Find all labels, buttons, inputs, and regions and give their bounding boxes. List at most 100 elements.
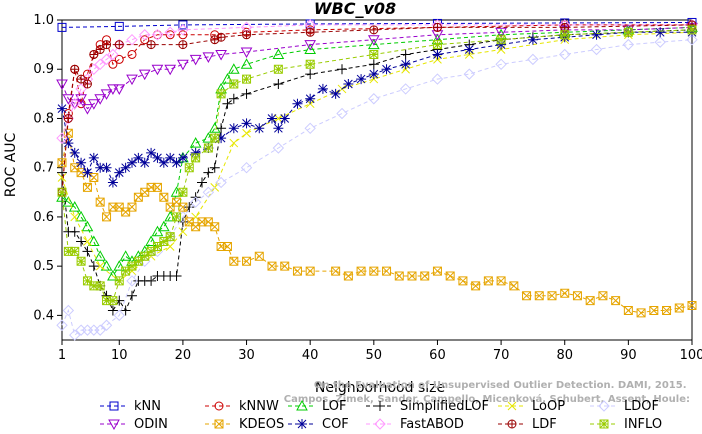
data-point-inflo [432, 40, 442, 50]
data-point-ldf [76, 74, 86, 84]
series-ldf [57, 20, 697, 197]
data-point-cof [158, 157, 169, 168]
series-line-knnw [61, 24, 692, 193]
x-tick-label: 50 [366, 348, 383, 363]
data-point-cof [171, 157, 182, 168]
data-point-ldof [202, 186, 215, 199]
data-point-ldof [463, 68, 475, 80]
data-point-inflo [57, 187, 67, 197]
data-point-kdeos [95, 197, 105, 207]
legend-label: ODIN [134, 417, 168, 432]
data-point-kdeos [471, 281, 481, 291]
legend-item-odin: ODIN [100, 417, 168, 432]
legend-label: LoOP [532, 399, 565, 414]
data-point-cof [216, 133, 227, 144]
data-point-kdeos [242, 256, 252, 266]
data-point-inflo [369, 49, 379, 59]
legend: kNN kNNW LOF SimplifiedLOF LoOP LDOF ODIN KDEOS… [100, 399, 662, 432]
data-point-simplifiedlof [400, 49, 411, 60]
data-point-simplifiedlof [76, 236, 87, 247]
data-point-kdeos [649, 305, 659, 315]
data-point-cof [228, 123, 239, 134]
data-point-kdeos [394, 271, 404, 281]
data-point-cof [400, 59, 411, 70]
legend-item-kdeos: KDEOS [205, 417, 284, 432]
data-point-lof [94, 250, 107, 261]
data-point-ldf [369, 25, 379, 35]
data-point-knnw [178, 30, 188, 40]
data-point-cof [432, 49, 443, 60]
data-point-kdeos [254, 251, 264, 261]
data-point-inflo [172, 212, 182, 222]
data-point-ldf [63, 113, 73, 123]
data-point-lof [113, 260, 126, 271]
series-layer [56, 17, 698, 341]
data-point-knn [57, 22, 67, 32]
data-point-inflo [496, 35, 506, 45]
data-point-simplifiedlof [209, 162, 220, 173]
data-point-simplifiedlof [146, 275, 157, 286]
data-point-ldof [100, 319, 113, 331]
x-tick-label: 80 [556, 348, 573, 363]
data-point-cof [95, 162, 106, 173]
data-point-fastabod [69, 97, 81, 110]
data-point-ldf [560, 22, 570, 32]
data-point-kdeos [305, 266, 315, 276]
data-point-fastabod [107, 48, 119, 61]
data-point-simplifiedlof [368, 59, 379, 70]
data-point-kdeos [152, 182, 162, 192]
legend-label: INFLO [624, 417, 662, 432]
data-point-kdeos [445, 271, 455, 281]
data-point-cof [343, 79, 354, 89]
data-point-cof [82, 167, 93, 178]
data-point-inflo [133, 256, 143, 266]
data-point-inflo [203, 143, 213, 153]
data-point-simplifiedlof [273, 79, 284, 89]
series-inflo [57, 25, 697, 306]
data-point-simplifiedlof [222, 98, 233, 109]
data-point-simplifiedlof [305, 69, 316, 80]
x-tick-label: 1 [58, 348, 66, 363]
data-point-cof [114, 167, 125, 178]
legend-marker-ldf [507, 419, 517, 429]
data-point-odin [68, 99, 81, 110]
y-tick-label: 0.9 [33, 62, 54, 77]
legend-marker-kdeos [214, 419, 224, 429]
data-point-kdeos [547, 291, 557, 301]
data-point-cof [107, 177, 118, 188]
data-point-ldof [622, 38, 635, 51]
data-point-kdeos [229, 256, 239, 266]
data-point-lof [100, 260, 113, 271]
data-point-kdeos [343, 271, 353, 281]
series-kdeos [57, 128, 697, 318]
legend-label: LDOF [624, 399, 659, 414]
data-point-odin [240, 47, 253, 59]
data-point-ldof [590, 43, 603, 56]
data-point-simplifiedlof [69, 226, 80, 237]
data-point-kdeos [598, 291, 608, 301]
data-point-inflo [191, 153, 201, 163]
data-point-kdeos [280, 261, 290, 271]
data-point-odin [94, 94, 107, 105]
data-point-ldf [102, 40, 112, 50]
series-simplifiedlof [57, 24, 697, 316]
legend-marker-lof [296, 399, 308, 411]
data-point-odin [87, 99, 100, 110]
data-point-simplifiedlof [171, 271, 182, 281]
data-point-loop [70, 212, 80, 222]
data-point-ldof [126, 275, 138, 287]
data-point-lof [62, 196, 75, 207]
data-point-ldf [82, 79, 92, 89]
data-point-ldf [242, 30, 252, 40]
data-point-kdeos [382, 266, 392, 276]
data-point-lof [240, 58, 253, 69]
data-point-ldof [164, 230, 176, 243]
legend-item-fastabod: FastABOD [366, 417, 464, 432]
data-point-inflo [623, 27, 633, 37]
data-point-cof [133, 152, 144, 163]
data-point-inflo [159, 237, 169, 247]
y-tick-label: 0.7 [33, 161, 54, 176]
data-point-kdeos [496, 276, 506, 286]
data-point-ldof [654, 36, 666, 48]
